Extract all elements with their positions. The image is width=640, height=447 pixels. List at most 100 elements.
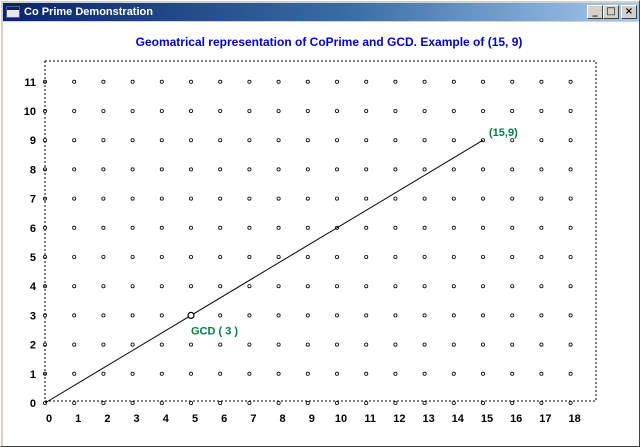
window-title: Co Prime Demonstration xyxy=(24,6,153,18)
lattice-point xyxy=(218,225,223,230)
lattice-point xyxy=(422,167,427,172)
lattice-point xyxy=(43,371,48,376)
y-tick-label: 10 xyxy=(24,106,36,118)
lattice-point xyxy=(510,400,515,405)
lattice-point xyxy=(130,167,135,172)
lattice-point xyxy=(568,225,573,230)
lattice-point xyxy=(510,138,515,143)
lattice-point xyxy=(101,109,106,114)
lattice-point xyxy=(130,400,135,405)
lattice-point xyxy=(72,342,77,347)
lattice-point xyxy=(539,167,544,172)
lattice-point xyxy=(568,167,573,172)
lattice-point xyxy=(72,371,77,376)
lattice-point xyxy=(334,79,339,84)
close-button[interactable]: × xyxy=(621,5,637,19)
lattice-point xyxy=(393,225,398,230)
title-bar[interactable]: Co Prime Demonstration _ □ × xyxy=(3,3,639,21)
caption-buttons: _ □ × xyxy=(587,5,637,19)
maximize-button[interactable]: □ xyxy=(603,5,619,19)
lattice-point xyxy=(101,254,106,259)
lattice-point xyxy=(276,313,281,318)
lattice-point xyxy=(539,225,544,230)
minimize-button[interactable]: _ xyxy=(587,5,603,19)
lattice-point xyxy=(480,254,485,259)
lattice-point xyxy=(72,400,77,405)
lattice-point xyxy=(276,225,281,230)
x-tick-label: 18 xyxy=(568,413,580,425)
lattice-point xyxy=(568,342,573,347)
lattice-point xyxy=(422,313,427,318)
lattice-point xyxy=(72,225,77,230)
lattice-point xyxy=(539,342,544,347)
lattice-point xyxy=(130,342,135,347)
lattice-point xyxy=(510,313,515,318)
y-tick-label: 1 xyxy=(30,369,36,381)
lattice-point xyxy=(334,342,339,347)
lattice-point xyxy=(451,167,456,172)
app-icon[interactable] xyxy=(6,6,20,18)
lattice-point xyxy=(422,400,427,405)
lattice-point xyxy=(480,342,485,347)
lattice-point xyxy=(247,196,252,201)
lattice-point xyxy=(218,313,223,318)
lattice-point xyxy=(247,167,252,172)
lattice-point xyxy=(539,196,544,201)
lattice-point xyxy=(218,254,223,259)
lattice-point xyxy=(510,225,515,230)
y-tick-label: 9 xyxy=(30,135,36,147)
lattice-point xyxy=(422,196,427,201)
lattice-point xyxy=(188,371,193,376)
lattice-point xyxy=(568,371,573,376)
lattice-point xyxy=(276,196,281,201)
endpoint-label: (15,9) xyxy=(489,127,518,139)
lattice-point xyxy=(393,284,398,289)
lattice-point xyxy=(43,313,48,318)
lattice-point xyxy=(72,138,77,143)
y-tick-label: 8 xyxy=(30,164,36,176)
lattice-point xyxy=(422,109,427,114)
x-tick-label: 7 xyxy=(250,413,256,425)
lattice-point xyxy=(422,284,427,289)
lattice-point xyxy=(334,196,339,201)
lattice-point xyxy=(101,79,106,84)
lattice-point xyxy=(451,342,456,347)
lattice-point xyxy=(188,167,193,172)
lattice-point xyxy=(43,167,48,172)
lattice-point xyxy=(422,371,427,376)
lattice-point xyxy=(218,284,223,289)
lattice-point xyxy=(539,109,544,114)
lattice-point xyxy=(568,196,573,201)
lattice-point xyxy=(247,342,252,347)
lattice-point xyxy=(334,284,339,289)
lattice-point xyxy=(72,79,77,84)
lattice-point xyxy=(510,371,515,376)
lattice-point xyxy=(539,400,544,405)
lattice-point xyxy=(159,342,164,347)
lattice-point xyxy=(130,138,135,143)
lattice-point xyxy=(247,254,252,259)
lattice-point xyxy=(218,167,223,172)
lattice-point xyxy=(451,225,456,230)
lattice-point xyxy=(247,400,252,405)
lattice-point xyxy=(393,342,398,347)
lattice-point xyxy=(539,284,544,289)
lattice-point xyxy=(393,196,398,201)
drawing-area: Geomatrical representation of CoPrime an… xyxy=(3,22,639,446)
lattice-point xyxy=(364,284,369,289)
lattice-point xyxy=(364,400,369,405)
lattice-point xyxy=(247,225,252,230)
lattice-point xyxy=(188,342,193,347)
lattice-point xyxy=(159,196,164,201)
lattice-point xyxy=(72,196,77,201)
lattice-point xyxy=(510,109,515,114)
lattice-point xyxy=(451,313,456,318)
lattice-point xyxy=(159,313,164,318)
lattice-point xyxy=(188,400,193,405)
lattice-point xyxy=(188,138,193,143)
lattice-point xyxy=(159,225,164,230)
lattice-point xyxy=(305,371,310,376)
x-tick-label: 10 xyxy=(335,413,347,425)
lattice-point xyxy=(334,254,339,259)
